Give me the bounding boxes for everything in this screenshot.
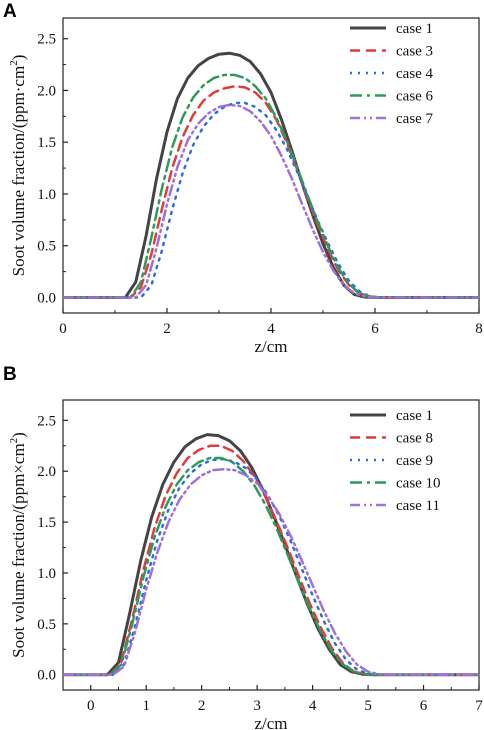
y-axis-title-text: Soot volume fraction/(ppm·cm [9, 66, 28, 277]
y-tick-label: 2.5 [37, 32, 56, 48]
x-tick-label: 1 [142, 698, 150, 714]
panel-label: A [3, 1, 17, 22]
y-axis-title-superscript: 2 [8, 60, 20, 66]
y-tick-label: 0.5 [37, 617, 56, 633]
legend-label: case 11 [396, 498, 440, 514]
x-tick-label: 3 [253, 698, 261, 714]
legend-label: case 4 [396, 66, 434, 82]
legend-label: case 10 [396, 476, 441, 492]
plot-frame [62, 17, 480, 314]
series-line-case-9 [63, 457, 479, 676]
legend-label: case 1 [396, 408, 433, 424]
y-tick-label: 0.0 [37, 668, 56, 684]
y-tick-label: 2.0 [37, 464, 56, 480]
legend-label: case 7 [396, 111, 434, 127]
series-line-case-6 [63, 73, 479, 299]
y-axis-title-close: ) [9, 55, 28, 61]
legend-label: case 3 [396, 44, 433, 60]
legend-label: case 6 [396, 89, 434, 105]
y-axis-title: Soot volume fraction/(ppm×cm2) [8, 432, 28, 658]
series-line-case-1 [63, 433, 479, 677]
x-axis-title: z/cm [254, 714, 287, 730]
x-tick-label: 7 [475, 698, 483, 714]
legend-label: case 8 [396, 431, 433, 447]
y-tick-label: 1.0 [37, 187, 56, 203]
y-axis-title-superscript: 2 [8, 438, 20, 444]
legend-label: case 1 [396, 21, 433, 37]
series-line-case-11 [63, 467, 479, 676]
y-axis-title: Soot volume fraction/(ppm·cm2) [8, 55, 28, 277]
chart-panel-a: A 0 2 4 6 8 0.0 0.5 1.0 1.5 2.0 2.5 z/cm Soot volume … [3, 1, 483, 356]
y-tick-label: 1.5 [37, 135, 56, 151]
y-tick-label: 1.5 [37, 515, 56, 531]
y-tick-label: 0.0 [37, 290, 56, 306]
x-tick-label: 8 [475, 321, 483, 337]
y-axis-title-close: ) [9, 432, 28, 438]
panel-label: B [3, 364, 17, 385]
y-axis-title-text: Soot volume fraction/(ppm×cm [9, 443, 28, 658]
x-tick-label: 6 [371, 321, 379, 337]
y-tick-label: 0.5 [37, 239, 56, 255]
y-tick-label: 2.5 [37, 413, 56, 429]
series-line-case-7 [63, 103, 479, 299]
x-tick-label: 4 [309, 698, 317, 714]
x-tick-label: 6 [420, 698, 428, 714]
x-tick-label: 4 [267, 321, 275, 337]
x-tick-label: 0 [87, 698, 95, 714]
chart-panel-b: B 0 1 2 3 4 5 6 7 0.0 0.5 1.0 1.5 2.0 2.5 z/cm Soot volu… [3, 364, 483, 730]
x-tick-label: 0 [59, 321, 67, 337]
x-tick-label: 2 [198, 698, 206, 714]
legend-label: case 9 [396, 453, 433, 469]
series-line-case-4 [63, 101, 479, 299]
plot-frame [62, 399, 480, 691]
y-tick-label: 2.0 [37, 83, 56, 99]
series-line-case-10 [63, 456, 479, 676]
x-axis-title: z/cm [254, 337, 287, 356]
y-tick-label: 1.0 [37, 566, 56, 582]
x-tick-label: 5 [364, 698, 372, 714]
x-tick-label: 2 [163, 321, 171, 337]
